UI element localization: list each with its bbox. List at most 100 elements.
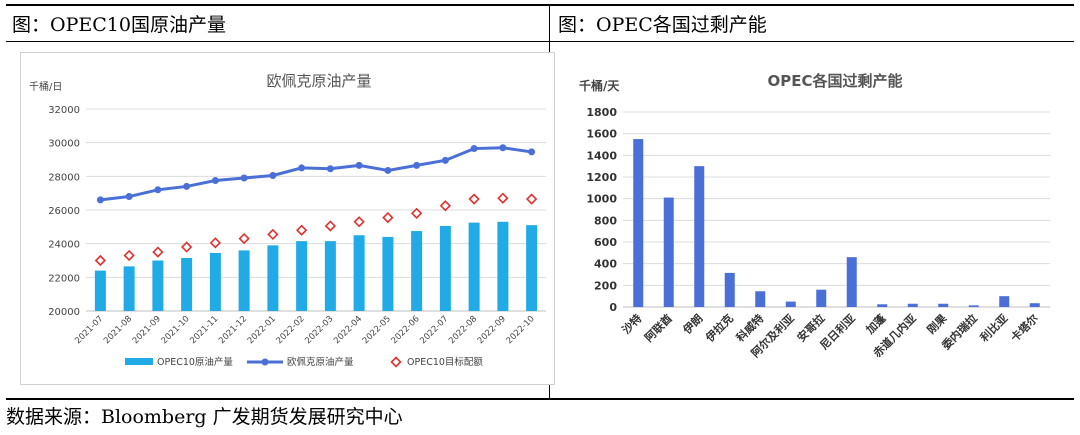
legend-label-marker: OPEC10目标配额 (407, 356, 483, 368)
y-tick-label: 20000 (48, 307, 80, 318)
right-panel-title: 图：OPEC各国过剩产能 (558, 14, 767, 36)
bar-opec10-production (296, 241, 308, 311)
bar-spare-capacity (1029, 303, 1040, 307)
point-opec-production (441, 156, 449, 164)
legend-label-bar: OPEC10原油产量 (157, 356, 233, 368)
unit-label: 千桶/天 (579, 78, 620, 93)
x-tick-label: 2022-08 (447, 314, 479, 346)
legend-swatch-marker (390, 356, 402, 368)
y-tick-label: 26000 (48, 206, 80, 217)
legend-swatch-line-point (261, 358, 269, 366)
y-tick-label: 22000 (48, 273, 80, 284)
marker-opec10-quota (209, 237, 222, 249)
marker-opec10-quota (468, 193, 480, 205)
marker-opec10-quota (238, 232, 250, 245)
point-opec-production (211, 177, 219, 185)
bar-spare-capacity (816, 289, 827, 307)
source-note: 数据来源：Bloomberg 广发期货发展研究中心 (6, 406, 403, 428)
y-tick-label: 800 (594, 214, 617, 227)
header-rule (6, 41, 1074, 42)
line-opec-production (100, 146, 532, 202)
marker-opec10-quota (180, 241, 193, 253)
y-tick-label: 32000 (48, 105, 80, 116)
bar-spare-capacity (633, 139, 644, 307)
y-tick-label: 28000 (48, 172, 80, 183)
marker-opec10-quota (324, 220, 337, 232)
opec-production-chart: 欧佩克原油产量 千桶/日 20000 22000 24000 26000 28000 3000… (20, 52, 555, 385)
point-opec-production (298, 164, 306, 172)
x-tick-label: 伊朗 (679, 311, 705, 337)
spare-capacity-chart: OPEC各国过剩产能 千桶/天 0 200 400 600 800 1000 1200 1400 1… (565, 52, 1073, 385)
bar-spare-capacity (846, 257, 857, 307)
marker-opec10-quota (525, 193, 538, 205)
x-tick-label: 2021-12 (217, 314, 249, 346)
x-tick-label: 2022-02 (275, 314, 307, 346)
x-tick-label: 2022-05 (361, 314, 393, 346)
x-tick-label: 2022-01 (246, 314, 278, 346)
bar-opec10-production (382, 236, 394, 311)
bar-opec10-production (181, 257, 193, 311)
bar-opec10-production (152, 260, 164, 311)
point-opec-production (528, 148, 536, 156)
bar-spare-capacity (999, 296, 1010, 307)
x-tick-label: 加蓬 (862, 311, 889, 338)
x-tick-label: 2021-08 (102, 314, 134, 346)
marker-opec10-quota (382, 211, 394, 224)
bar-spare-capacity (755, 291, 766, 307)
marker-opec10-quota (439, 200, 452, 212)
marker-opec10-quota (410, 207, 423, 219)
y-tick-label: 1200 (586, 171, 617, 184)
point-opec-production (154, 186, 162, 194)
bar-opec10-production (324, 241, 336, 311)
x-tick-label: 刚果 (924, 311, 949, 336)
x-tick-label: 2021-11 (188, 314, 220, 346)
point-opec-production (326, 165, 334, 173)
bar-opec10-production (94, 270, 106, 311)
legend-label-line: 欧佩克原油产量 (287, 356, 354, 368)
chart-title: OPEC各国过剩产能 (767, 72, 902, 90)
bar-opec10-production (238, 250, 250, 311)
marker-opec10-quota (267, 228, 279, 241)
x-tick-label: 2022-03 (303, 314, 335, 346)
y-tick-label: 1600 (586, 128, 617, 141)
x-tick-label: 利比亚 (977, 311, 1010, 344)
x-tick-label: 沙特 (619, 311, 644, 336)
top-rule (6, 4, 1074, 6)
bar-spare-capacity (877, 304, 888, 307)
bar-spare-capacity (968, 305, 979, 307)
x-tick-label: 卡塔尔 (1008, 311, 1041, 344)
x-tick-label: 2022-10 (505, 314, 537, 346)
point-opec-production (183, 182, 191, 190)
x-tick-label: 2021-07 (73, 314, 105, 346)
y-tick-label: 200 (594, 279, 617, 292)
marker-opec10-quota (295, 224, 308, 236)
left-panel-title: 图：OPEC10国原油产量 (12, 14, 226, 36)
bar-spare-capacity (907, 303, 918, 307)
x-tick-label: 2021-10 (160, 314, 192, 346)
unit-label: 千桶/日 (29, 80, 62, 93)
bar-opec10-production (411, 231, 423, 311)
point-opec-production (413, 161, 421, 169)
point-opec-production (240, 174, 248, 182)
x-tick-label: 阿联酋 (642, 311, 675, 344)
point-opec-production (269, 171, 277, 179)
bar-opec10-production (353, 235, 365, 311)
y-tick-label: 0 (609, 301, 617, 314)
y-tick-label: 1000 (586, 193, 617, 206)
bottom-rule (6, 398, 1074, 400)
bar-opec10-production (439, 225, 451, 311)
bar-opec10-production (209, 252, 221, 311)
bar-spare-capacity (938, 303, 949, 307)
x-tick-label: 2022-04 (332, 314, 364, 346)
y-tick-label: 1400 (586, 149, 617, 162)
y-tick-label: 600 (594, 236, 617, 249)
legend-swatch-bar (125, 358, 153, 365)
y-tick-label: 24000 (48, 240, 80, 251)
marker-opec10-quota (497, 192, 509, 204)
point-opec-production (499, 144, 507, 152)
x-tick-label: 2022-06 (390, 314, 422, 346)
y-tick-label: 400 (594, 258, 617, 271)
bar-opec10-production (497, 221, 509, 311)
point-opec-production (125, 193, 133, 201)
marker-opec10-quota (353, 216, 365, 228)
